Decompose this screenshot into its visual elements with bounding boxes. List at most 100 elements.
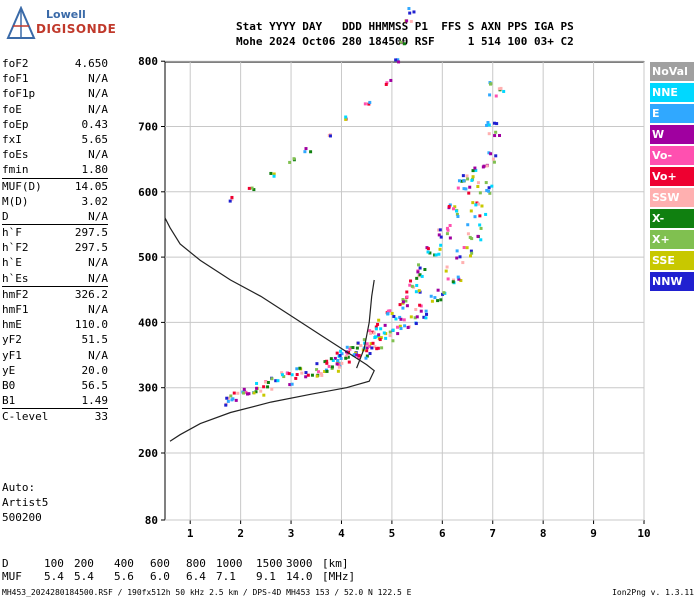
polarization-legend: NoVal NNE E W Vo- Vo+ SSW X- X+ SSE NNW <box>650 62 694 293</box>
echo-point <box>482 164 486 168</box>
echo-point <box>254 390 258 394</box>
echo-point <box>304 147 308 151</box>
echo-point <box>474 203 478 207</box>
echo-point <box>373 345 377 349</box>
param-value: 4.650 <box>74 57 108 70</box>
echo-point <box>345 345 349 349</box>
echo-point <box>460 179 464 183</box>
echo-point <box>355 346 359 350</box>
echo-point <box>246 392 250 396</box>
echo-point <box>403 324 407 328</box>
echo-point <box>365 342 369 346</box>
muf-cell: 9.1 <box>256 570 276 583</box>
muf-cell: 5.4 <box>44 570 64 583</box>
echo-point <box>234 398 238 402</box>
echo-point <box>420 274 424 278</box>
echo-point <box>368 352 372 356</box>
echo-point <box>448 203 452 207</box>
echo-point <box>452 278 456 282</box>
echo-point <box>378 338 382 342</box>
muf-cell: 400 <box>114 557 134 570</box>
echo-point <box>339 357 343 361</box>
echo-point <box>437 252 441 256</box>
param-row: h`F2 297.5 <box>2 240 108 255</box>
echo-point <box>226 396 230 400</box>
echo-point <box>466 223 470 227</box>
echo-point <box>329 357 333 361</box>
echo-point <box>396 332 400 336</box>
echo-point <box>439 243 443 247</box>
echo-point <box>362 338 366 342</box>
echo-point <box>303 150 307 154</box>
echo-point <box>465 174 469 178</box>
echo-point <box>473 215 477 219</box>
param-row: fxI 5.65 <box>2 132 108 147</box>
echo-point <box>226 399 230 403</box>
legend-item: NoVal <box>650 62 694 81</box>
footer-version: Ion2Png v. 1.3.11 <box>612 588 694 597</box>
echo-point <box>498 133 502 137</box>
echo-point <box>394 317 398 321</box>
param-name: C-level <box>2 410 49 424</box>
echo-point <box>331 358 335 362</box>
echo-point <box>386 312 390 316</box>
param-value: N/A <box>88 256 108 270</box>
param-row: yF1 N/A <box>2 348 108 363</box>
echo-point <box>365 346 369 350</box>
echo-point <box>287 372 291 376</box>
echo-point <box>389 78 393 82</box>
echo-point <box>395 325 399 329</box>
echo-point <box>317 370 321 374</box>
echo-point <box>224 403 228 407</box>
echo-point <box>359 344 363 348</box>
echo-point <box>335 351 339 355</box>
echo-point <box>487 132 491 136</box>
echo-point <box>455 256 459 260</box>
muf-cell: 14.0 <box>286 570 313 583</box>
echo-point <box>441 292 445 296</box>
param-name: fmin <box>2 163 29 177</box>
echo-point <box>458 255 462 259</box>
echo-point <box>446 228 450 232</box>
echo-point <box>336 369 340 373</box>
param-value: 1.49 <box>81 394 109 408</box>
legend-item: Vo+ <box>650 167 694 186</box>
muf-cell: 7.1 <box>216 570 236 583</box>
echo-point <box>384 82 388 86</box>
param-row: B1 1.49 <box>2 393 108 408</box>
y-tick-label: 400 <box>138 316 158 329</box>
echo-point <box>401 298 405 302</box>
legend-item: X+ <box>650 230 694 249</box>
echo-point <box>280 373 284 377</box>
echo-point <box>457 179 461 183</box>
echo-point <box>315 362 319 366</box>
param-name: MUF(D) <box>2 179 42 193</box>
y-tick-label: 600 <box>138 186 158 199</box>
echo-point <box>462 246 466 250</box>
echo-point <box>446 277 450 281</box>
echo-point <box>304 371 308 375</box>
echo-point <box>451 207 455 211</box>
param-row: MUF(D) 14.05 <box>2 177 108 194</box>
echo-point <box>363 102 367 106</box>
echo-point <box>468 235 472 239</box>
muf-unit: [MHz] <box>322 570 356 583</box>
echo-point <box>474 168 478 172</box>
echo-point <box>448 236 452 240</box>
echo-point <box>494 94 498 98</box>
param-name: yF1 <box>2 348 22 362</box>
echo-point <box>288 383 292 387</box>
echo-point <box>310 373 314 377</box>
echo-point <box>428 251 432 255</box>
echo-point <box>228 199 232 203</box>
echo-point <box>397 60 401 64</box>
echo-point <box>408 11 412 15</box>
param-name: h`Es <box>2 271 29 285</box>
echo-point <box>348 347 352 351</box>
echo-point <box>373 335 377 339</box>
echo-point <box>407 7 411 11</box>
param-value: 297.5 <box>74 226 108 240</box>
echo-point <box>344 117 348 121</box>
echo-point <box>340 352 344 356</box>
echo-point <box>347 360 351 364</box>
